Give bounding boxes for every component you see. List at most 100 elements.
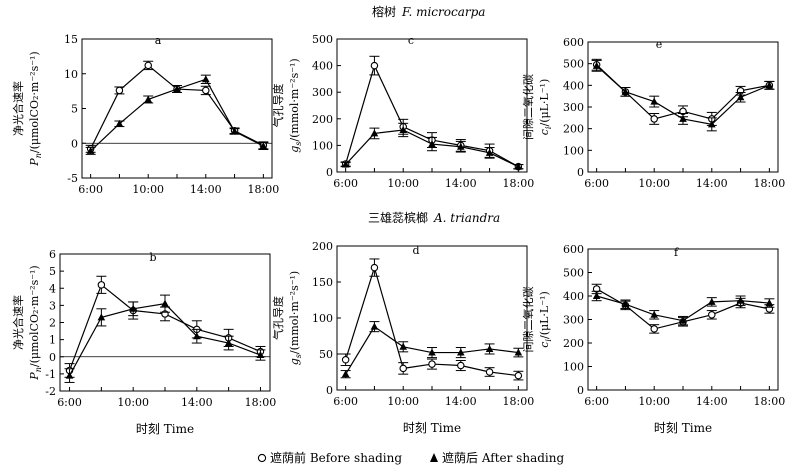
point-after-shading <box>173 85 181 93</box>
plot-frame <box>336 38 528 173</box>
point-after-shading <box>144 95 153 103</box>
y-axis-subscript: i <box>544 339 553 342</box>
y-tick-label: -5 <box>67 172 78 185</box>
x-tick-label: 6:00 <box>333 177 358 190</box>
y-axis-symbol: P <box>28 372 41 381</box>
y-tick-label: 3 <box>49 299 56 312</box>
point-before-shading <box>144 61 152 70</box>
section-title-ficus-cn: 榕树 <box>372 4 396 19</box>
legend-circle-marker <box>257 453 267 463</box>
y-axis-unit: /(mmol·m⁻²s⁻¹) <box>288 58 301 141</box>
y-tick-label: 500 <box>563 58 584 71</box>
point-after-shading <box>428 348 436 356</box>
y-axis-label-symbol: Pn/(μmolCO₂·m⁻²s⁻¹) <box>28 265 43 380</box>
point-before-shading <box>650 115 658 123</box>
x-tick-label: 18:00 <box>503 395 535 408</box>
y-tick-label: 2 <box>49 317 56 330</box>
y-tick-label: 50 <box>319 348 333 361</box>
y-tick-label: 300 <box>563 314 584 327</box>
y-tick-label: 4 <box>49 282 56 295</box>
x-tick-label: 6:00 <box>333 395 358 408</box>
point-before-shading <box>708 311 716 319</box>
x-tick-label: 18:00 <box>754 395 786 408</box>
point-after-shading <box>341 370 350 378</box>
y-axis-unit: /(μL·L⁻¹) <box>538 291 551 339</box>
x-tick-label: 18:00 <box>503 177 535 190</box>
x-tick-label: 10:00 <box>117 396 149 409</box>
x-tick-label: 14:00 <box>445 177 477 190</box>
y-axis-label-symbol: ci/(μL·L⁻¹) <box>538 79 553 136</box>
x-tick-label: 14:00 <box>696 177 728 190</box>
point-after-shading <box>399 125 408 133</box>
legend-before-shading: 遮荫前 Before shading <box>270 450 402 465</box>
y-axis-unit: /(μL·L⁻¹) <box>538 79 551 127</box>
point-before-shading <box>457 361 465 370</box>
y-axis-label: 净光合速率 <box>11 295 25 350</box>
y-axis-subscript: n <box>34 153 43 158</box>
point-after-shading <box>679 316 687 324</box>
point-after-shading <box>370 129 379 137</box>
y-tick-label: 5 <box>71 103 78 116</box>
panel-label: b <box>149 251 156 264</box>
y-tick-label: 10 <box>64 68 78 81</box>
x-tick-label: 10:00 <box>387 395 419 408</box>
y-axis-subscript: i <box>544 126 553 129</box>
point-after-shading <box>86 146 95 154</box>
x-tick-label: 6:00 <box>584 177 609 190</box>
panel-label: d <box>412 244 419 257</box>
x-axis-label: 时刻 Time <box>403 421 461 435</box>
panel-label: c <box>408 34 414 47</box>
point-after-shading <box>161 299 169 307</box>
x-tick-label: 18:00 <box>754 177 786 190</box>
point-after-shading <box>650 97 659 105</box>
point-after-shading <box>65 371 74 379</box>
point-after-shading <box>230 127 239 135</box>
legend-after-shading: 遮荫后 After shading <box>442 450 564 465</box>
point-after-shading <box>514 162 523 170</box>
y-tick-label: 0 <box>577 166 584 179</box>
y-tick-label: 400 <box>312 60 333 73</box>
y-tick-label: 200 <box>563 337 584 350</box>
point-after-shading <box>341 160 350 168</box>
x-tick-label: 14:00 <box>181 396 213 409</box>
x-tick-label: 14:00 <box>190 183 222 196</box>
x-tick-label: 10:00 <box>132 183 164 196</box>
point-before-shading <box>97 281 106 289</box>
y-tick-label: 0 <box>577 384 584 397</box>
y-axis-label-symbol: gs/(mmol·m⁻²s⁻¹) <box>288 58 303 152</box>
series-line-before <box>90 64 264 150</box>
point-after-shading <box>650 310 659 318</box>
point-after-shading <box>115 119 124 127</box>
point-after-shading <box>592 292 601 299</box>
y-tick-label: 300 <box>312 86 333 99</box>
y-axis-unit: /(μmolCO₂·m⁻²s⁻¹) <box>28 51 41 153</box>
point-after-shading <box>485 344 494 352</box>
y-axis-label-cn: 间隙二氧化碳 <box>521 74 535 140</box>
y-tick-label: 100 <box>563 144 584 157</box>
y-tick-label: 200 <box>563 123 584 136</box>
y-axis-label: 净光合速率 <box>11 81 25 136</box>
chart-panel-c: 0 100 200 300 400 500 6:00 10:00 14:00 18:00 c 气孔导度… <box>271 33 534 190</box>
point-before-shading <box>115 86 124 95</box>
section-title-arenga-cn: 三雄蕊槟榔 <box>368 210 428 225</box>
point-after-shading <box>97 313 106 321</box>
point-after-shading <box>201 75 210 83</box>
section-title-arenga-latin: A. triandra <box>433 211 500 225</box>
point-after-shading <box>370 322 379 330</box>
point-before-shading <box>202 86 210 95</box>
y-axis-label-symbol: ci/(μL·L⁻¹) <box>538 291 553 348</box>
x-tick-label: 6:00 <box>584 395 609 408</box>
y-tick-label: 200 <box>312 240 333 253</box>
y-axis-label: 间隙二氧化碳 <box>521 287 535 353</box>
y-axis-label-cn: 净光合速率 <box>11 295 25 350</box>
y-axis-symbol: c <box>538 129 551 135</box>
x-tick-label: 6:00 <box>57 396 82 409</box>
y-axis-label-cn: 间隙二氧化碳 <box>521 287 535 353</box>
point-after-shading <box>707 120 716 128</box>
plot-frame <box>59 253 271 392</box>
point-before-shading <box>370 61 379 70</box>
x-axis-label: 时刻 Time <box>654 421 712 435</box>
y-axis-unit: /(mmol·m⁻²s⁻¹) <box>288 271 301 354</box>
y-axis-unit: /(μmolCO₂·m⁻²s⁻¹) <box>28 265 41 367</box>
